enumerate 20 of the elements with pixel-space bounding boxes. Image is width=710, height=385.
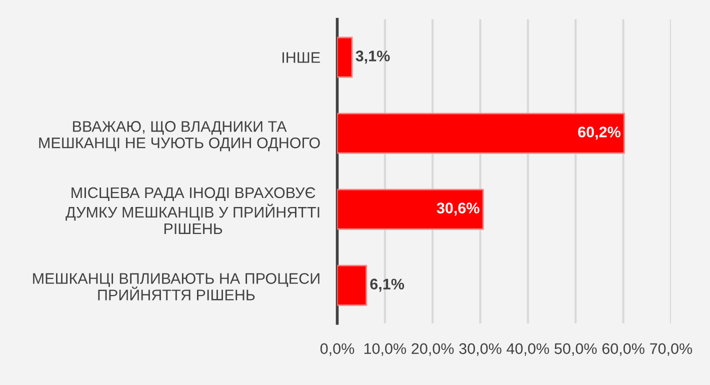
bar: [337, 112, 625, 154]
y-tick-label: ВВАЖАЮ, ЩО ВЛАДНИКИ ТА МЕШКАНЦІ НЕ ЧУЮТЬ ОДИН ОДНОГО: [39, 121, 320, 152]
y-tick-label: МЕШКАНЦІ ВПЛИВАЮТЬ НА ПРОЦЕСИ ПРИЙНЯТТЯ РІШЕНЬ: [33, 273, 320, 300]
bar: [337, 188, 484, 230]
x-tick-label: 50,0%: [554, 343, 597, 356]
data-label: 60,2%: [578, 126, 620, 140]
x-tick-label: 10,0%: [364, 343, 406, 356]
bar: [337, 264, 368, 306]
x-tick-label: 0,0%: [320, 343, 354, 356]
x-tick-label: 30,0%: [459, 343, 502, 356]
y-tick-label: МІСЦЕВА РАДА ІНОДІ ВРАХОВУЄ ДУМКУ МЕШКАНЦІВ У ПРИЙНЯТТІ РІШЕНЬ: [66, 187, 320, 234]
x-tick-label: 20,0%: [412, 343, 454, 356]
y-tick-label: ІНШЕ: [282, 52, 320, 63]
data-label: 6,1%: [370, 278, 404, 292]
bar: [337, 36, 353, 78]
data-label: 3,1%: [356, 50, 390, 64]
x-tick-label: 70,0%: [650, 343, 692, 356]
x-tick-label: 40,0%: [506, 343, 550, 356]
x-tick-label: 60,0%: [602, 343, 644, 356]
data-label: 30,6%: [436, 202, 480, 216]
